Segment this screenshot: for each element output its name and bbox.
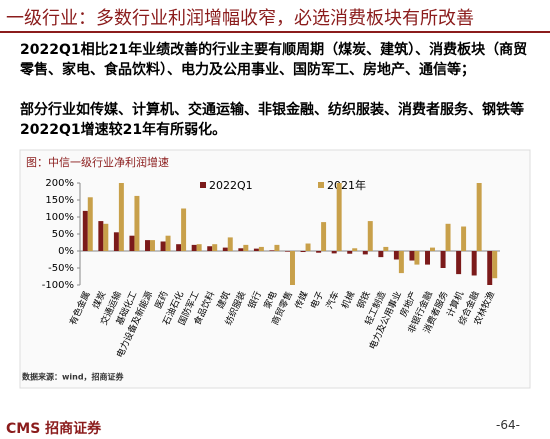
bar xyxy=(150,240,155,251)
y-tick-label: 200% xyxy=(45,178,74,189)
bar xyxy=(134,195,140,251)
bar xyxy=(222,247,228,251)
bar xyxy=(378,251,384,258)
bar xyxy=(243,244,249,251)
bar xyxy=(227,237,233,251)
bar xyxy=(305,243,311,251)
bar xyxy=(181,208,187,251)
bar xyxy=(414,251,420,265)
bar xyxy=(113,232,119,251)
bar xyxy=(347,251,353,254)
y-tick-label: -50% xyxy=(48,263,74,274)
bar xyxy=(207,246,213,251)
paragraph: 2022Q1相比21年业绩改善的行业主要有顺周期（煤炭、建筑）、消费板块（商贸零… xyxy=(20,42,528,78)
legend-label: 2021年 xyxy=(327,178,366,192)
bar xyxy=(461,226,467,251)
bar xyxy=(393,251,399,260)
brand: 招商证券 xyxy=(45,421,102,437)
bar xyxy=(492,251,498,279)
bar xyxy=(269,250,275,251)
source: 数据来源：wind，招商证券 xyxy=(22,372,125,382)
logo-text: CMS xyxy=(6,421,41,437)
bar xyxy=(285,251,290,252)
chart-frame xyxy=(19,149,531,389)
bar xyxy=(409,251,415,261)
bar xyxy=(367,221,373,251)
paragraph: 部分行业如传媒、计算机、交通运输、非银金融、纺织服装、消费者服务、钢铁等2022… xyxy=(20,102,524,138)
bar xyxy=(98,221,104,251)
bar xyxy=(331,251,337,254)
bar xyxy=(176,244,182,251)
chart-title: 图：中信一级行业净利润增速 xyxy=(26,155,169,169)
bar xyxy=(129,235,135,251)
bar xyxy=(87,197,93,251)
y-tick-label: 0% xyxy=(58,246,74,257)
legend-swatch xyxy=(318,182,324,188)
y-tick-label: 100% xyxy=(45,212,74,223)
bar xyxy=(440,251,446,268)
bar xyxy=(425,251,430,265)
chart: 图：中信一级行业净利润增速 数据来源：wind，招商证券 -100% -50% 0%… xyxy=(19,149,531,389)
bar xyxy=(476,183,482,251)
bar xyxy=(103,223,109,251)
bar xyxy=(456,251,462,275)
bar xyxy=(118,183,124,251)
bar xyxy=(145,240,150,251)
page-number: -64- xyxy=(496,418,520,432)
y-tick-label: -100% xyxy=(42,280,74,291)
bar xyxy=(160,241,166,251)
bar xyxy=(316,251,322,253)
bar xyxy=(487,251,493,285)
bar xyxy=(321,222,327,251)
bar xyxy=(238,248,244,251)
y-tick-label: 150% xyxy=(45,195,74,206)
bar xyxy=(290,251,295,285)
legend-label: 2022Q1 xyxy=(209,179,253,192)
bar xyxy=(362,251,368,255)
bar xyxy=(253,248,259,251)
logo: CMS 招商证券 xyxy=(6,418,101,438)
bar xyxy=(191,244,197,251)
legend-swatch xyxy=(200,182,206,188)
bar xyxy=(82,210,88,251)
bar xyxy=(430,247,435,251)
bar xyxy=(212,244,218,251)
bar xyxy=(352,248,358,251)
bar xyxy=(398,251,404,274)
bar xyxy=(445,223,451,251)
bar xyxy=(274,244,280,251)
bar xyxy=(300,251,306,253)
bar xyxy=(196,244,202,251)
y-tick-label: 50% xyxy=(52,229,74,240)
title-rule xyxy=(0,31,550,33)
bar xyxy=(471,251,477,276)
bar xyxy=(165,235,171,251)
bar xyxy=(336,183,342,251)
bar xyxy=(258,246,264,251)
bar xyxy=(383,246,389,251)
page-title: 一级行业：多数行业利润增幅收窄，必选消费板块有所改善 xyxy=(6,8,474,29)
